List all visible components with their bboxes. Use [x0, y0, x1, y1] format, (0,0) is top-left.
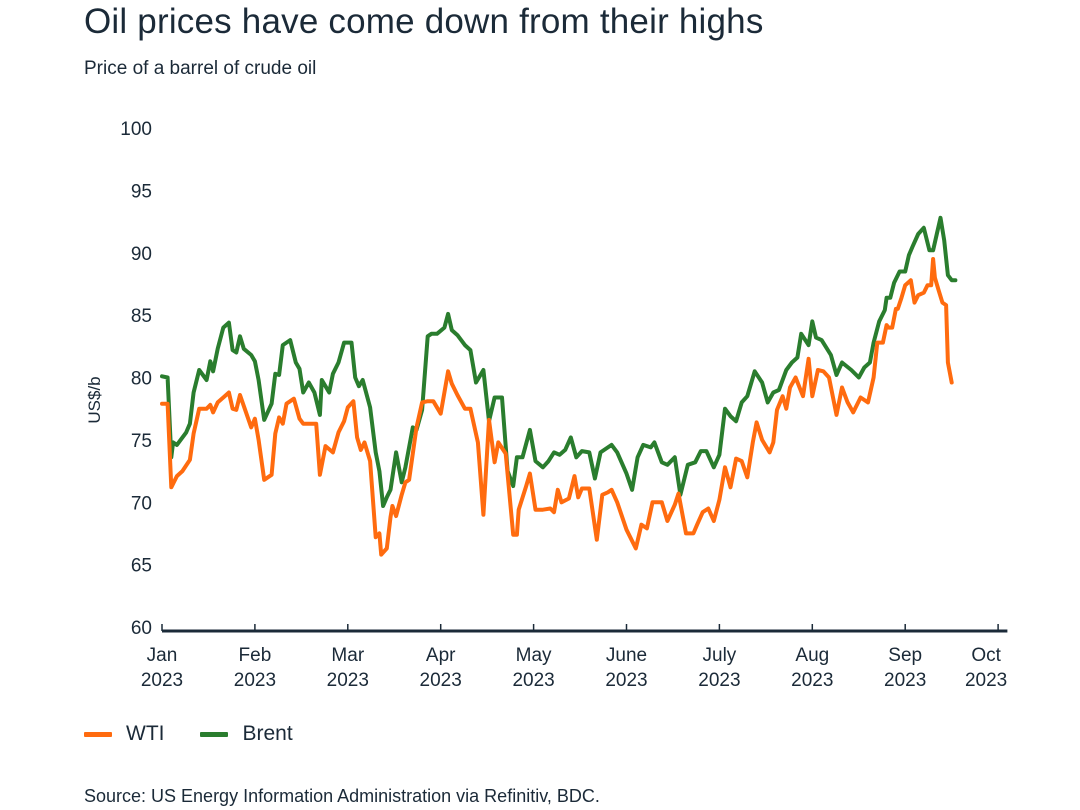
y-tick-label: 90 — [131, 244, 152, 265]
y-tick-label: 85 — [131, 306, 152, 327]
legend-swatch-wti — [84, 731, 112, 737]
series-layer — [160, 215, 958, 557]
legend-label-wti: WTI — [126, 722, 165, 745]
x-tick-sublabel: 2023 — [965, 670, 1007, 691]
y-axis-ticks: 60 65 70 75 80 85 90 95 100 — [120, 119, 152, 639]
x-tick-sublabel: 2023 — [234, 670, 276, 691]
x-tick-label: June — [606, 645, 647, 666]
legend-label-brent: Brent — [242, 722, 293, 745]
y-tick-label: 75 — [131, 431, 152, 452]
x-tick-sublabel: 2023 — [605, 670, 647, 691]
x-tick-sublabel: 2023 — [698, 670, 740, 691]
y-axis-title: US$/b — [85, 376, 104, 423]
x-tick-label: Jan — [147, 645, 178, 666]
legend-item-brent[interactable]: Brent — [200, 722, 293, 746]
y-tick-label: 70 — [131, 493, 152, 514]
x-tick-label: Mar — [331, 645, 364, 666]
x-tick-sublabel: 2023 — [791, 670, 833, 691]
y-tick-label: 100 — [120, 119, 152, 140]
y-tick-label: 60 — [131, 618, 152, 639]
x-tick-sublabel: 2023 — [141, 670, 183, 691]
x-axis: Jan 2023 Feb 2023 Mar 2023 Apr 2023 May 2023 June 2… — [141, 624, 1008, 691]
x-tick-sublabel: 2023 — [420, 670, 462, 691]
x-tick-label: Feb — [239, 645, 272, 666]
legend: WTI Brent — [84, 722, 329, 746]
x-tick-sublabel: 2023 — [512, 670, 554, 691]
x-tick-label: July — [703, 645, 737, 666]
x-tick-label: Aug — [795, 645, 829, 666]
x-tick-label: May — [516, 645, 552, 666]
x-tick-sublabel: 2023 — [327, 670, 369, 691]
chart-subtitle: Price of a barrel of crude oil — [84, 58, 317, 79]
x-tick-label: Oct — [971, 645, 1001, 666]
x-tick-label: Sep — [888, 645, 922, 666]
y-tick-label: 95 — [131, 181, 152, 202]
chart-title: Oil prices have come down from their hig… — [84, 2, 764, 41]
y-tick-label: 80 — [131, 369, 152, 390]
x-tick-label: Apr — [426, 645, 456, 666]
series-line-brent — [160, 215, 958, 508]
x-tick-sublabel: 2023 — [884, 670, 926, 691]
y-tick-label: 65 — [131, 556, 152, 577]
legend-item-wti[interactable]: WTI — [84, 722, 164, 746]
series-line-wti — [160, 257, 954, 557]
legend-swatch-brent — [200, 731, 229, 737]
source-note: Source: US Energy Information Administra… — [84, 786, 600, 806]
